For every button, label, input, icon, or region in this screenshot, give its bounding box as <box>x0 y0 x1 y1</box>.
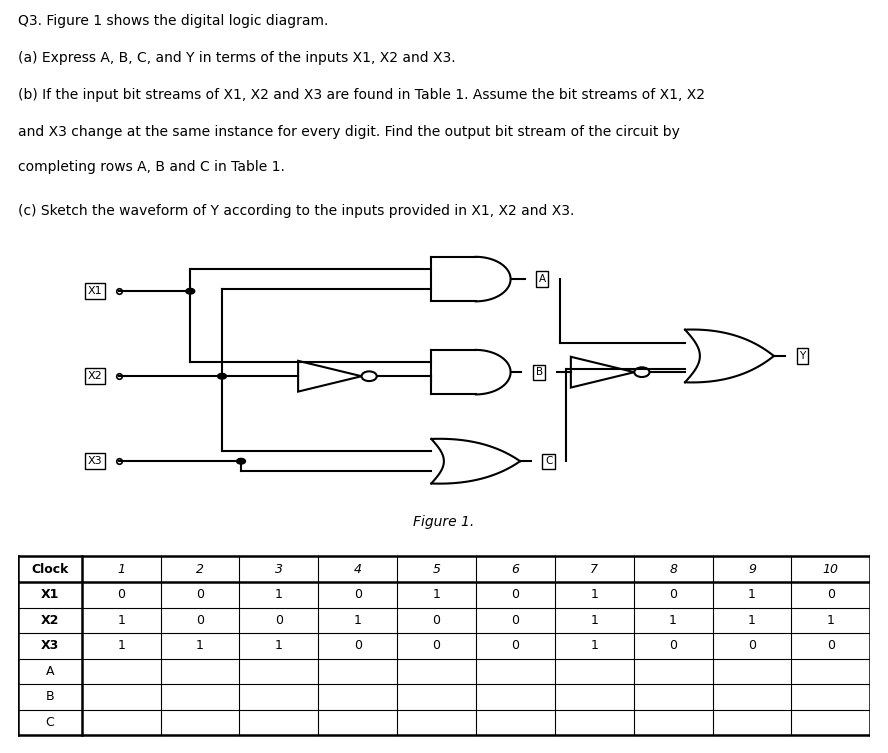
Text: 4: 4 <box>353 562 361 576</box>
Text: 1: 1 <box>117 562 125 576</box>
Text: A: A <box>45 665 54 678</box>
Text: 0: 0 <box>432 639 440 652</box>
Text: 0: 0 <box>827 588 835 601</box>
Text: X2: X2 <box>41 614 59 626</box>
Text: 3: 3 <box>274 562 283 576</box>
Text: C: C <box>45 716 54 729</box>
Text: B: B <box>535 367 543 377</box>
Text: Clock: Clock <box>31 562 68 576</box>
Text: 1: 1 <box>748 614 756 626</box>
Text: 1: 1 <box>275 639 282 652</box>
Text: 0: 0 <box>511 639 519 652</box>
Circle shape <box>218 373 226 379</box>
Text: 0: 0 <box>353 639 361 652</box>
Text: X2: X2 <box>88 371 102 381</box>
Text: (c) Sketch the waveform of Y according to the inputs provided in X1, X2 and X3.: (c) Sketch the waveform of Y according t… <box>18 204 575 218</box>
Text: 0: 0 <box>669 639 678 652</box>
Text: 1: 1 <box>591 614 599 626</box>
Text: 1: 1 <box>748 588 756 601</box>
Text: 2: 2 <box>196 562 204 576</box>
Text: Figure 1.: Figure 1. <box>414 515 474 529</box>
Text: 1: 1 <box>670 614 677 626</box>
Text: 1: 1 <box>117 639 125 652</box>
Text: 1: 1 <box>353 614 361 626</box>
Text: completing rows A, B and C in Table 1.: completing rows A, B and C in Table 1. <box>18 160 285 175</box>
Text: 1: 1 <box>591 588 599 601</box>
Text: 8: 8 <box>669 562 678 576</box>
Text: C: C <box>545 456 552 466</box>
Text: 0: 0 <box>511 588 519 601</box>
Text: 0: 0 <box>274 614 283 626</box>
Text: 6: 6 <box>511 562 519 576</box>
Text: (a) Express A, B, C, and Y in terms of the inputs X1, X2 and X3.: (a) Express A, B, C, and Y in terms of t… <box>18 51 456 66</box>
Text: 0: 0 <box>511 614 519 626</box>
Circle shape <box>236 459 245 464</box>
Text: X3: X3 <box>88 456 102 466</box>
Text: 0: 0 <box>827 639 835 652</box>
Text: X1: X1 <box>88 286 102 296</box>
Text: 0: 0 <box>353 588 361 601</box>
Text: 0: 0 <box>669 588 678 601</box>
Text: 1: 1 <box>196 639 204 652</box>
Text: A: A <box>539 274 546 284</box>
Text: 9: 9 <box>748 562 756 576</box>
Text: (b) If the input bit streams of X1, X2 and X3 are found in Table 1. Assume the b: (b) If the input bit streams of X1, X2 a… <box>18 88 705 102</box>
Text: and X3 change at the same instance for every digit. Find the output bit stream o: and X3 change at the same instance for e… <box>18 126 679 139</box>
Text: 1: 1 <box>591 639 599 652</box>
Text: 10: 10 <box>823 562 839 576</box>
Text: 1: 1 <box>117 614 125 626</box>
Text: Y: Y <box>799 351 805 361</box>
Text: 0: 0 <box>117 588 125 601</box>
Text: 0: 0 <box>748 639 756 652</box>
Text: 0: 0 <box>432 614 440 626</box>
Text: X3: X3 <box>41 639 59 652</box>
Text: 1: 1 <box>827 614 835 626</box>
Text: B: B <box>45 691 54 703</box>
Text: 5: 5 <box>432 562 440 576</box>
Circle shape <box>186 288 194 294</box>
Text: 0: 0 <box>196 614 204 626</box>
Text: Q3. Figure 1 shows the digital logic diagram.: Q3. Figure 1 shows the digital logic dia… <box>18 14 329 28</box>
Text: 0: 0 <box>196 588 204 601</box>
Text: 1: 1 <box>275 588 282 601</box>
Text: X1: X1 <box>41 588 59 601</box>
Text: 7: 7 <box>591 562 599 576</box>
Text: 1: 1 <box>432 588 440 601</box>
